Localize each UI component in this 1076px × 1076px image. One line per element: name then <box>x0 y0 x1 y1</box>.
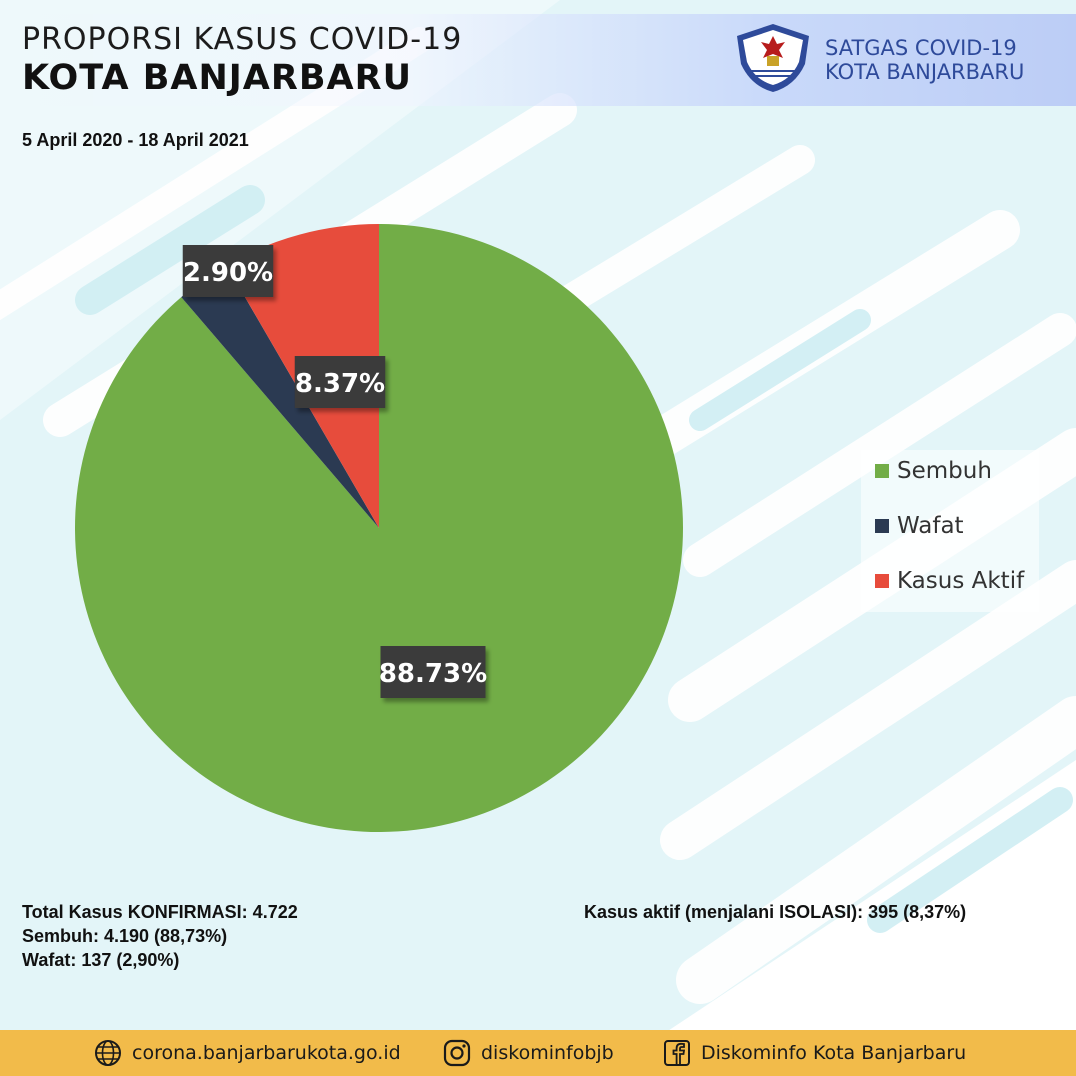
pie-slice-wafat <box>181 265 379 528</box>
footer-website[interactable]: corona.banjarbarukota.go.id <box>94 1038 401 1068</box>
legend-swatch-wafat <box>875 519 889 533</box>
legend-label-sembuh: Sembuh <box>897 458 992 484</box>
summary-aktif: Kasus aktif (menjalani ISOLASI): 395 (8,… <box>584 902 967 922</box>
legend-item-kasus-aktif: Kasus Aktif <box>875 568 1024 594</box>
legend-swatch-kasus-aktif <box>875 574 889 588</box>
instagram-icon <box>443 1039 471 1067</box>
satgas-logo-text: SATGAS COVID-19 KOTA BANJARBARU <box>825 36 1024 84</box>
logo-line2: KOTA BANJARBARU <box>825 60 1025 84</box>
facebook-icon <box>664 1040 690 1066</box>
chart-legend: Sembuh Wafat Kasus Aktif <box>861 450 1039 612</box>
legend-label-kasus-aktif: Kasus Aktif <box>897 568 1025 594</box>
globe-icon <box>95 1040 121 1066</box>
summary-right: Kasus aktif (menjalani ISOLASI): 395 (8,… <box>584 900 966 924</box>
data-label-text: 8.37% <box>295 369 385 399</box>
data-label-kasus-aktif: 8.37% <box>294 356 386 408</box>
summary-left: Total Kasus KONFIRMASI: 4.722 Sembuh: 4.… <box>22 900 298 972</box>
footer-facebook[interactable]: Diskominfo Kota Banjarbaru <box>663 1038 966 1068</box>
legend-item-wafat: Wafat <box>875 513 964 539</box>
footer-website-label: corona.banjarbarukota.go.id <box>132 1042 401 1064</box>
footer-facebook-label: Diskominfo Kota Banjarbaru <box>701 1042 967 1064</box>
footer-instagram[interactable]: diskominfobjb <box>443 1038 614 1068</box>
summary-total: Total Kasus KONFIRMASI: 4.722 <box>22 902 298 922</box>
summary-sembuh: Sembuh: 4.190 (88,73%) <box>22 926 228 946</box>
legend-label-wafat: Wafat <box>897 513 964 539</box>
data-label-wafat: 2.90% <box>182 245 274 297</box>
data-label-text: 88.73% <box>379 659 487 689</box>
page-title-line1: PROPORSI KASUS COVID-19 <box>22 22 463 57</box>
summary-wafat: Wafat: 137 (2,90%) <box>22 950 180 970</box>
logo-line1: SATGAS COVID-19 <box>825 36 1017 60</box>
data-label-text: 2.90% <box>183 258 273 288</box>
header-band <box>0 14 1076 106</box>
data-label-sembuh: 88.73% <box>379 646 487 698</box>
legend-swatch-sembuh <box>875 464 889 478</box>
satgas-emblem-icon <box>737 24 809 92</box>
pie-slice-sembuh <box>74 224 683 833</box>
footer-bar: corona.banjarbarukota.go.id diskominfobj… <box>0 1030 1076 1076</box>
legend-item-sembuh: Sembuh <box>875 458 992 484</box>
footer-instagram-label: diskominfobjb <box>481 1042 614 1064</box>
page-title-line2: KOTA BANJARBARU <box>22 58 412 98</box>
date-range: 5 April 2020 - 18 April 2021 <box>22 130 249 150</box>
